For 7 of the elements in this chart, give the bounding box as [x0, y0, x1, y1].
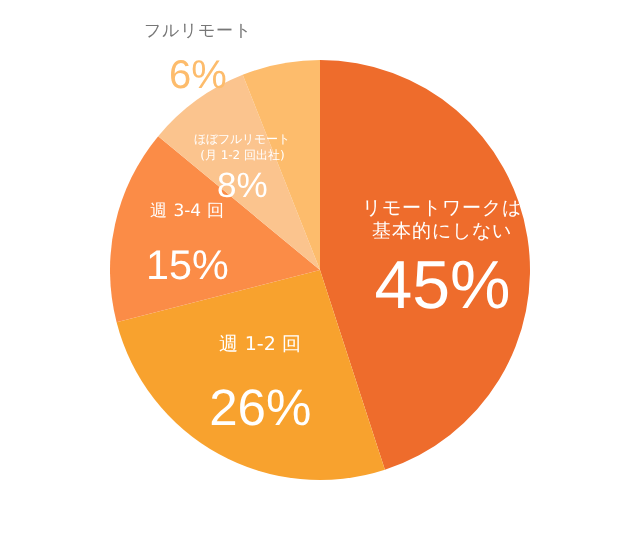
- slice-label: リモートワークは基本的にしない: [362, 198, 523, 243]
- data-label: 26%: [209, 381, 312, 438]
- data-label: 15%: [145, 242, 229, 289]
- slice-label: フルリモート: [144, 21, 253, 42]
- slice-label: 週 1-2 回: [218, 333, 302, 356]
- data-label: 6%: [169, 53, 228, 98]
- data-label: 45%: [374, 247, 511, 324]
